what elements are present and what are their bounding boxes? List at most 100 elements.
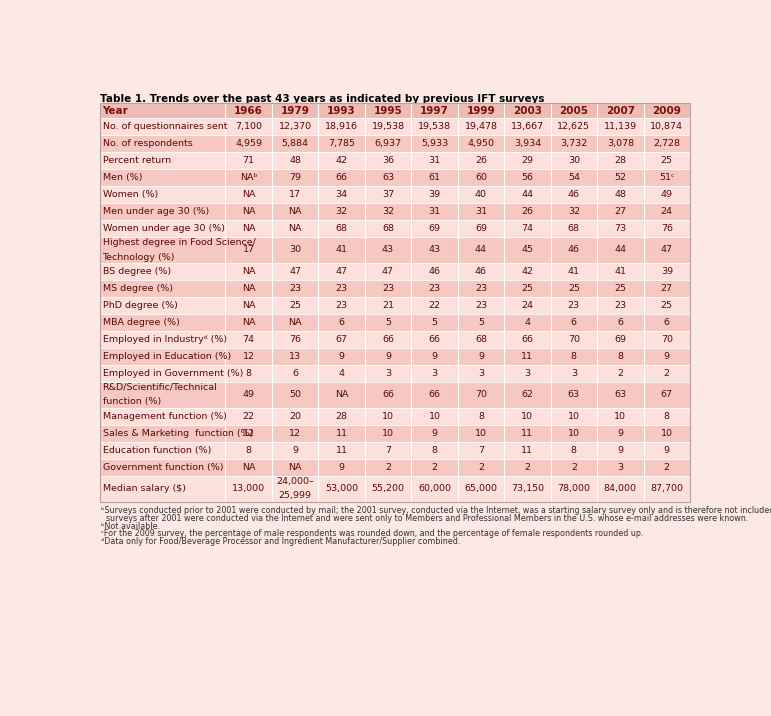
Text: 6: 6 <box>664 318 670 326</box>
Text: NA: NA <box>288 463 301 472</box>
Bar <box>100 364 690 382</box>
Text: 22: 22 <box>429 301 440 310</box>
Text: 26: 26 <box>521 207 534 216</box>
Text: 31: 31 <box>475 207 487 216</box>
Bar <box>100 425 690 442</box>
Text: 1993: 1993 <box>327 105 356 115</box>
Text: 41: 41 <box>568 267 580 276</box>
Text: 61: 61 <box>429 173 440 182</box>
Text: 10: 10 <box>475 429 487 437</box>
Bar <box>100 186 690 203</box>
Text: Men under age 30 (%): Men under age 30 (%) <box>103 207 209 216</box>
Text: 36: 36 <box>382 156 394 165</box>
Text: 73: 73 <box>614 224 626 233</box>
Text: 2: 2 <box>571 463 577 472</box>
Text: 25: 25 <box>614 284 626 293</box>
Bar <box>100 203 690 220</box>
Text: 67: 67 <box>335 335 348 344</box>
Text: 30: 30 <box>567 156 580 165</box>
Text: 22: 22 <box>243 412 254 421</box>
Text: 8: 8 <box>664 412 670 421</box>
Bar <box>100 135 690 152</box>
Bar <box>100 314 690 331</box>
Text: 13,000: 13,000 <box>232 484 265 493</box>
Bar <box>100 237 690 263</box>
Text: 69: 69 <box>614 335 626 344</box>
Text: 55,200: 55,200 <box>372 484 405 493</box>
Text: 68: 68 <box>475 335 487 344</box>
Text: 9: 9 <box>338 463 345 472</box>
Text: 47: 47 <box>289 267 301 276</box>
Text: 7: 7 <box>385 445 391 455</box>
Bar <box>100 280 690 297</box>
Text: 9: 9 <box>664 445 670 455</box>
Text: 67: 67 <box>661 390 673 400</box>
Text: surveys after 2001 were conducted via the Internet and were sent only to Members: surveys after 2001 were conducted via th… <box>101 514 749 523</box>
Text: 44: 44 <box>475 246 487 254</box>
Bar <box>100 263 690 280</box>
Text: 28: 28 <box>335 412 348 421</box>
Text: 19,478: 19,478 <box>464 122 497 131</box>
Text: Technology (%): Technology (%) <box>103 253 175 261</box>
Text: 32: 32 <box>567 207 580 216</box>
Text: NA: NA <box>288 207 301 216</box>
Text: 24: 24 <box>521 301 534 310</box>
Text: 9: 9 <box>664 352 670 361</box>
Text: 23: 23 <box>475 284 487 293</box>
Text: 9: 9 <box>478 352 484 361</box>
Text: 12: 12 <box>243 429 254 437</box>
Text: 3: 3 <box>432 369 437 377</box>
Text: Government function (%): Government function (%) <box>103 463 223 472</box>
Text: 65,000: 65,000 <box>464 484 497 493</box>
Text: 31: 31 <box>429 207 440 216</box>
Text: 2005: 2005 <box>559 105 588 115</box>
Bar <box>100 103 690 118</box>
Text: MS degree (%): MS degree (%) <box>103 284 173 293</box>
Bar <box>100 297 690 314</box>
Text: 10,874: 10,874 <box>650 122 683 131</box>
Text: 8: 8 <box>571 352 577 361</box>
Text: NA: NA <box>242 284 255 293</box>
Text: 3,934: 3,934 <box>513 139 541 148</box>
Text: 39: 39 <box>661 267 673 276</box>
Text: No. of questionnaires sent: No. of questionnaires sent <box>103 122 227 131</box>
Text: 8: 8 <box>478 412 484 421</box>
Text: 3: 3 <box>571 369 577 377</box>
Bar <box>100 331 690 348</box>
Text: 19,538: 19,538 <box>372 122 405 131</box>
Text: 34: 34 <box>335 190 348 199</box>
Text: 3: 3 <box>385 369 391 377</box>
Text: 11: 11 <box>521 429 534 437</box>
Text: 2003: 2003 <box>513 105 542 115</box>
Text: 30: 30 <box>289 246 301 254</box>
Text: 23: 23 <box>289 284 301 293</box>
Text: 7: 7 <box>478 445 484 455</box>
Text: 25: 25 <box>661 301 673 310</box>
Text: NA: NA <box>242 318 255 326</box>
Text: 40: 40 <box>475 190 487 199</box>
Text: 44: 44 <box>521 190 534 199</box>
Text: 45: 45 <box>521 246 534 254</box>
Text: 49: 49 <box>243 390 254 400</box>
Text: 12: 12 <box>243 352 254 361</box>
Text: 24: 24 <box>661 207 673 216</box>
Text: 23: 23 <box>567 301 580 310</box>
Text: 10: 10 <box>614 412 626 421</box>
Text: 23: 23 <box>335 284 348 293</box>
Text: 3: 3 <box>478 369 484 377</box>
Text: 12,370: 12,370 <box>278 122 311 131</box>
Text: 73,150: 73,150 <box>511 484 544 493</box>
Text: 31: 31 <box>429 156 440 165</box>
Text: 9: 9 <box>432 352 437 361</box>
Text: ᵈData only for Food/Beverage Processor and Ingredient Manufacturer/Supplier comb: ᵈData only for Food/Beverage Processor a… <box>101 537 460 546</box>
Text: 74: 74 <box>521 224 534 233</box>
Text: 71: 71 <box>243 156 254 165</box>
Text: Year: Year <box>103 105 128 115</box>
Text: 23: 23 <box>429 284 440 293</box>
Text: NA: NA <box>242 190 255 199</box>
Text: 3,732: 3,732 <box>561 139 588 148</box>
Text: 68: 68 <box>335 224 348 233</box>
Text: Sales & Marketing  function (%): Sales & Marketing function (%) <box>103 429 253 437</box>
Text: Men (%): Men (%) <box>103 173 142 182</box>
Text: 69: 69 <box>429 224 440 233</box>
